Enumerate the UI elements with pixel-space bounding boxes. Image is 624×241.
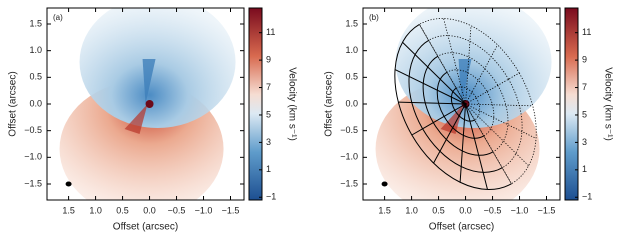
y-tick-label: 0.5	[29, 72, 42, 82]
colorbar-label: Velocity (km s⁻¹)	[602, 67, 613, 141]
jet-blue	[142, 59, 156, 104]
disk-spoke	[465, 103, 529, 167]
colorbar-tick-label: 11	[266, 27, 275, 37]
x-tick-label: 0.0	[143, 205, 156, 215]
disk-spoke	[459, 103, 467, 183]
colorbar-tick-label: 7	[582, 82, 587, 92]
y-tick-label: −1.5	[24, 178, 42, 188]
x-tick-label: −1.0	[511, 205, 529, 215]
disk-spoke	[465, 103, 488, 190]
x-axis-label: Offset (arcsec)	[113, 222, 178, 233]
velocity-map	[375, 8, 552, 200]
disk-spoke	[465, 44, 498, 105]
y-tick-label: 0.5	[345, 72, 358, 82]
jet-red	[440, 104, 464, 134]
core	[145, 100, 154, 108]
jet-blue	[458, 59, 472, 104]
colorbar	[248, 7, 263, 201]
disk-spoke	[411, 103, 466, 136]
x-tick-label: 1.5	[62, 205, 75, 215]
x-tick-label: −0.5	[484, 205, 502, 215]
disk-spoke	[465, 103, 537, 139]
disk-spoke	[402, 41, 466, 105]
disk-ring	[408, 35, 523, 173]
colorbar	[564, 7, 579, 201]
colorbar-tick-label: 1	[266, 164, 271, 174]
x-tick-label: −0.5	[168, 205, 186, 215]
x-tick-label: 0.0	[459, 205, 472, 215]
x-tick-label: 0.5	[116, 205, 129, 215]
colorbar-label: Velocity (km s⁻¹)	[286, 67, 297, 141]
disk-spoke	[398, 101, 466, 105]
y-axis-label: Offset (arcsec)	[8, 71, 19, 136]
colorbar-tick-label: −1	[266, 192, 276, 202]
panel-label: (b)	[369, 13, 379, 22]
x-tick-label: −1.5	[222, 205, 240, 215]
blueshifted-emission	[79, 8, 236, 128]
disk-spoke	[443, 18, 466, 105]
colorbar-tick-label: 9	[266, 54, 271, 64]
disk-spoke	[394, 69, 466, 105]
y-tick-label: −1.0	[340, 152, 358, 162]
x-tick-label: 1.0	[89, 205, 102, 215]
y-tick-label: −0.5	[340, 125, 358, 135]
x-tick-label: −1.5	[538, 205, 556, 215]
colorbar-tick-label: −1	[582, 192, 592, 202]
y-tick-label: −1.0	[24, 152, 42, 162]
colorbar-tick-label: 9	[582, 54, 587, 64]
x-tick-label: 1.0	[405, 205, 418, 215]
y-tick-label: 0.0	[29, 98, 42, 108]
disk-spoke	[433, 103, 466, 164]
colorbar-tick-label: 1	[582, 164, 587, 174]
y-tick-label: −1.5	[340, 178, 358, 188]
beam	[381, 181, 388, 187]
colorbar-tick-label: 3	[266, 137, 271, 147]
disk-spoke	[465, 25, 472, 105]
y-tick-label: 1.0	[345, 45, 358, 55]
disk-spoke	[465, 72, 520, 105]
x-axis-label: Offset (arcsec)	[429, 222, 494, 233]
y-tick-label: 0.0	[345, 98, 358, 108]
panel-label: (a)	[53, 13, 63, 22]
colorbar-tick-label: 5	[266, 109, 271, 119]
x-tick-label: 0.5	[432, 205, 445, 215]
y-axis-label: Offset (arcsec)	[324, 71, 335, 136]
jet-red	[124, 104, 148, 134]
y-tick-label: 1.5	[29, 18, 42, 28]
colorbar-tick-label: 3	[582, 137, 587, 147]
colorbar-tick-label: 11	[582, 27, 591, 37]
blueshifted-emission	[395, 8, 552, 128]
x-tick-label: 1.5	[378, 205, 391, 215]
y-tick-label: 1.0	[29, 45, 42, 55]
velocity-map	[59, 8, 236, 200]
y-tick-label: 1.5	[345, 18, 358, 28]
disk-grid	[394, 18, 537, 190]
beam	[65, 181, 72, 187]
y-tick-label: −0.5	[24, 125, 42, 135]
colorbar-tick-label: 5	[582, 109, 587, 119]
disk-spoke	[465, 103, 533, 107]
colorbar-tick-label: 7	[266, 82, 271, 92]
x-tick-label: −1.0	[195, 205, 213, 215]
